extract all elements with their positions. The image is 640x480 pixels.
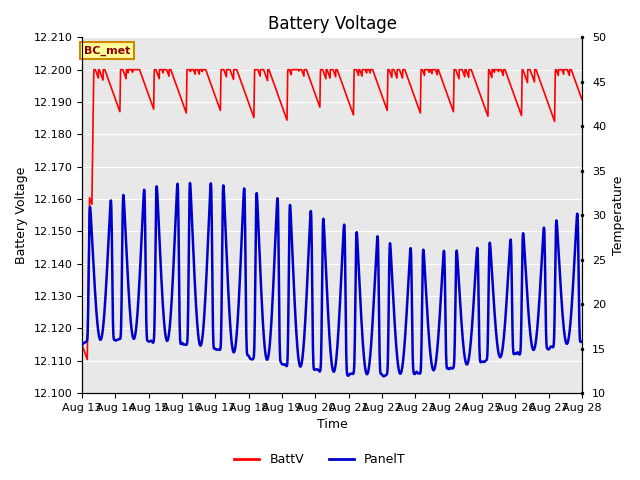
Title: Battery Voltage: Battery Voltage [268,15,397,33]
Y-axis label: Temperature: Temperature [612,176,625,255]
Legend: BattV, PanelT: BattV, PanelT [229,448,411,471]
Text: BC_met: BC_met [84,46,130,56]
Y-axis label: Battery Voltage: Battery Voltage [15,167,28,264]
X-axis label: Time: Time [317,419,348,432]
